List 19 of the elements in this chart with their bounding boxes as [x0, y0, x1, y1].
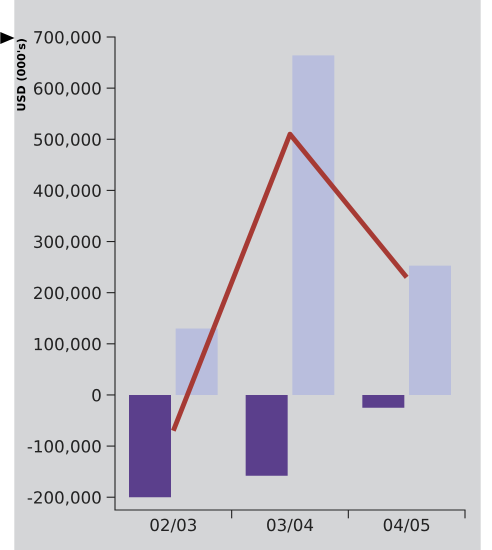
y-tick-label: 400,000 [34, 184, 101, 199]
bar [246, 394, 288, 476]
y-tick-label: 300,000 [34, 236, 101, 250]
y-axis-title: USD (000's) [16, 39, 27, 111]
y-tick-label: -200,000 [28, 491, 101, 506]
y-tick-label: 700,000 [34, 30, 101, 46]
y-tick-label: 100,000 [34, 338, 101, 352]
x-tick-label: 02/03 [150, 518, 196, 533]
bar [292, 55, 334, 395]
bar [129, 394, 171, 498]
x-tick-label: 04/05 [384, 518, 430, 533]
y-tick-label: -100,000 [28, 440, 101, 454]
y-tick-label: 200,000 [34, 286, 101, 301]
bar [362, 394, 404, 408]
y-tick-label: 500,000 [34, 133, 101, 148]
y-tick-label: 600,000 [34, 82, 101, 96]
x-tick-label: 03/04 [267, 518, 314, 533]
bar [409, 266, 451, 395]
y-tick-label: 0 [92, 388, 101, 402]
